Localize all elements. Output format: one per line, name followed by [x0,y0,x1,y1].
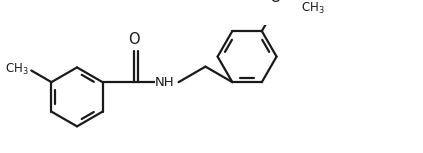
Text: NH: NH [155,76,174,89]
Text: O: O [128,32,140,47]
Text: CH$_3$: CH$_3$ [301,1,324,16]
Text: CH$_3$: CH$_3$ [5,62,29,77]
Text: O: O [269,0,281,5]
